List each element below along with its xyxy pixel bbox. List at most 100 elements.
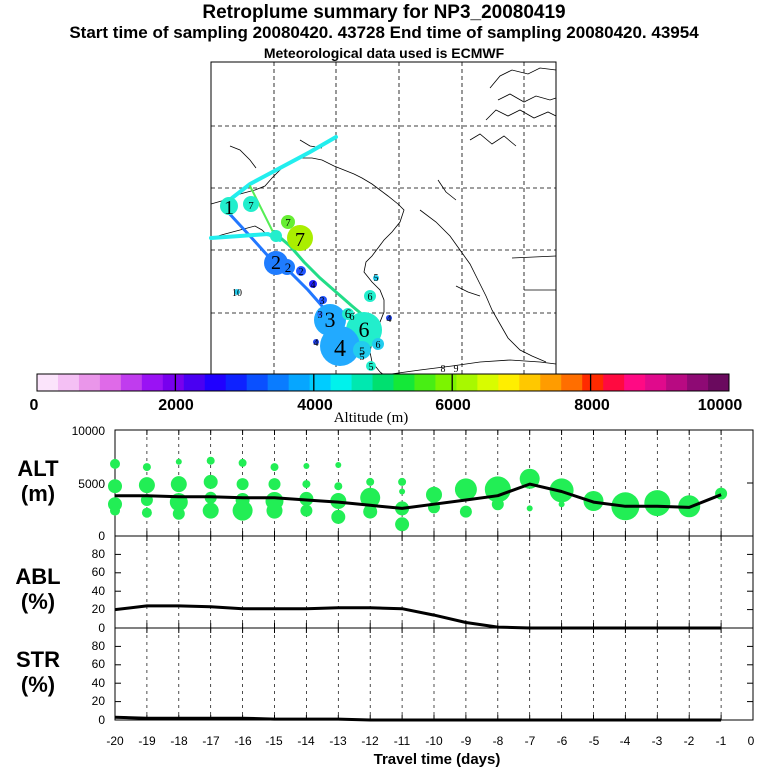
x-tick-label: -3 xyxy=(652,734,663,748)
abl-ytick: 40 xyxy=(92,584,106,598)
x-tick-label: -1 xyxy=(716,734,727,748)
x-tick-label: -14 xyxy=(297,734,315,748)
alt-point xyxy=(142,463,151,472)
alt-point xyxy=(266,502,283,519)
alt-point xyxy=(202,502,219,519)
alt-point xyxy=(203,474,218,489)
map-label: 5 xyxy=(369,362,374,373)
colorbar-cell xyxy=(99,374,122,391)
met-data-note: Meteorological data used is ECMWF xyxy=(263,45,505,61)
map-label: 3 xyxy=(325,307,336,332)
abl-label: ABL xyxy=(15,564,60,589)
alt-point xyxy=(303,463,310,469)
str-ytick: 60 xyxy=(92,657,106,671)
alt-point xyxy=(334,482,343,491)
str-line xyxy=(114,715,722,722)
x-tick-label: -2 xyxy=(684,734,695,748)
colorbar-cell xyxy=(414,374,436,391)
alt-point xyxy=(108,479,122,494)
map-label: 6 xyxy=(376,340,381,351)
colorbar-cell xyxy=(372,374,394,391)
colorbar-tick-label: 4000 xyxy=(297,397,333,414)
map-label: 1 xyxy=(224,197,234,219)
colorbar-cell xyxy=(687,374,709,391)
str-unit: (%) xyxy=(21,672,55,697)
alt-line xyxy=(115,482,722,510)
map-label: 7 xyxy=(285,217,291,229)
map-label: 8 xyxy=(441,364,446,375)
x-tick-label: -13 xyxy=(329,734,347,748)
colorbar-cell xyxy=(456,374,478,391)
alt-unit: (m) xyxy=(21,481,55,506)
alt-point xyxy=(491,498,504,511)
str-label: STR xyxy=(16,647,60,672)
alt-point xyxy=(644,490,671,517)
colorbar-cell xyxy=(624,374,646,391)
map-label: 7 xyxy=(248,200,254,212)
colorbar-cell xyxy=(603,374,625,391)
map-label: 4 xyxy=(387,314,392,325)
colorbar-tick-label: 8000 xyxy=(574,397,610,414)
alt-label: ALT xyxy=(17,456,59,481)
colorbar-label: Altitude (m) xyxy=(334,410,409,426)
abl-ytick: 80 xyxy=(92,547,106,561)
x-tick-label: -4 xyxy=(620,734,631,748)
x-tick-label: -20 xyxy=(106,734,124,748)
map-label: 2 xyxy=(271,252,281,274)
x-tick-label: -16 xyxy=(234,734,252,748)
colorbar-cell xyxy=(519,374,541,391)
abl-ytick: 60 xyxy=(92,565,106,579)
alt-point xyxy=(331,509,346,524)
colorbar-cell xyxy=(309,374,331,391)
colorbar-cell xyxy=(330,374,352,391)
colorbar-cell xyxy=(37,374,59,391)
map-grid xyxy=(211,62,556,375)
x-tick-label: -5 xyxy=(589,734,600,748)
colorbar-cell xyxy=(246,374,269,391)
colorbar-cell xyxy=(225,374,248,391)
colorbar-cell xyxy=(351,374,373,391)
str-ytick: 80 xyxy=(92,639,106,653)
x-tick-label: -11 xyxy=(394,734,411,748)
alt-point xyxy=(366,477,375,486)
timeseries-panels: ALT (m) ABL (%) STR (%) 10000 5000 0 80 … xyxy=(15,424,754,768)
map-label: 3 xyxy=(318,310,323,321)
alt-point xyxy=(399,488,406,495)
alt-point xyxy=(141,507,152,518)
map-label: 5 xyxy=(359,344,365,358)
alt-point xyxy=(526,505,533,512)
alt-point xyxy=(363,504,378,519)
abl-unit: (%) xyxy=(21,589,55,614)
colorbar-cell xyxy=(204,374,227,391)
map-label: 9 xyxy=(454,364,459,375)
map-label: 6 xyxy=(345,306,352,321)
abl-ytick: 20 xyxy=(92,602,106,616)
colorbar-tick-label: 6000 xyxy=(435,397,471,414)
colorbar-cell xyxy=(666,374,688,391)
map-label: 4 xyxy=(311,280,316,291)
abl-line xyxy=(114,604,722,630)
alt-point xyxy=(170,476,187,493)
colorbar-cell xyxy=(561,374,583,391)
colorbar-cell xyxy=(498,374,520,391)
alt-point xyxy=(206,456,215,465)
alt-point xyxy=(236,478,249,491)
colorbar-cell xyxy=(267,374,290,391)
x-tick-label: -6 xyxy=(557,734,568,748)
colorbar-cell xyxy=(120,374,143,391)
map-label: 10 xyxy=(232,288,242,299)
x-axis-label: Travel time (days) xyxy=(374,751,501,768)
colorbar-cell xyxy=(540,374,562,391)
map-labels: 1 7 7 7 2 2 2 3 6 3 6 4 5 6 4 4 5 6 5 3 … xyxy=(224,197,459,375)
altitude-colorbar: 0 2000 4000 6000 8000 10000 Altitude (m) xyxy=(30,373,742,426)
map-label: 6 xyxy=(359,317,370,342)
map-label: 6 xyxy=(368,292,373,303)
x-tick-label: -8 xyxy=(493,734,504,748)
map-label: 4 xyxy=(334,336,346,362)
sampling-times: Start time of sampling 20080420. 43728 E… xyxy=(69,23,699,42)
alt-ytick: 10000 xyxy=(72,424,106,438)
str-ytick: 0 xyxy=(98,713,105,727)
colorbar-cell xyxy=(57,374,80,391)
str-ytick: 20 xyxy=(92,694,106,708)
